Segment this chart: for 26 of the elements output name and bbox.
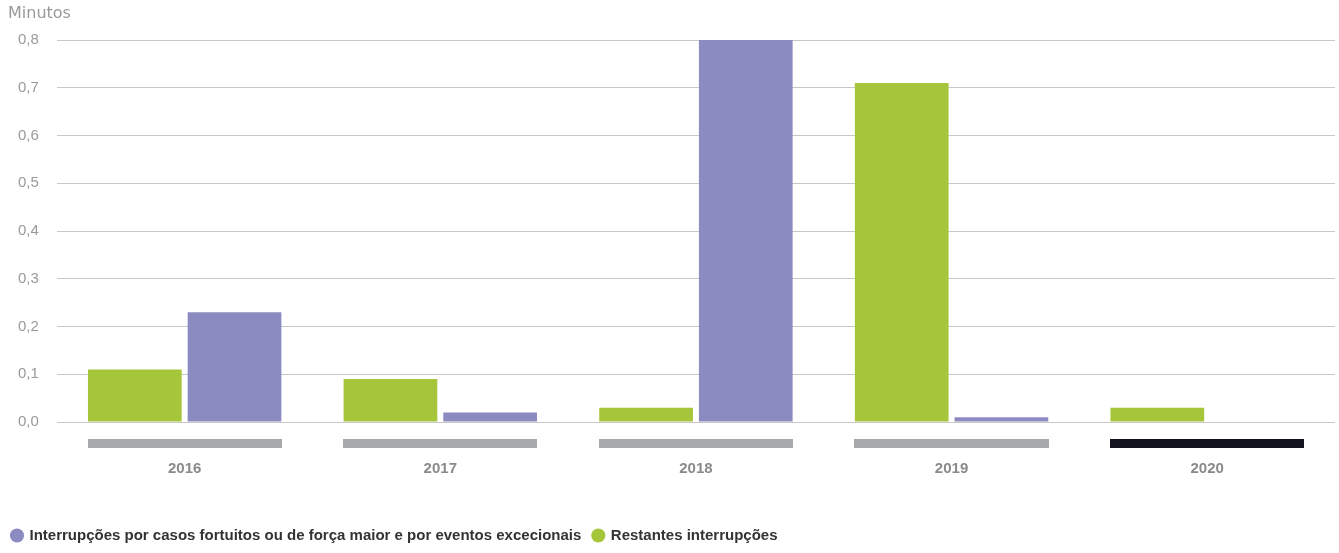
x-tick-label: 2016 (167, 459, 202, 477)
bar (187, 312, 282, 422)
y-tick-label: 0,7 (17, 77, 39, 95)
bar (954, 417, 1049, 422)
y-tick-label: 0,6 (17, 125, 39, 143)
x-tick-label: 2019 (934, 459, 969, 477)
legend-label: Interrupções por casos fortuitos ou de força maior e por eventos excecionais (29, 525, 582, 543)
y-tick-label: 0,5 (17, 173, 39, 191)
y-tick-label: 0,3 (17, 268, 39, 286)
x-tick-label: 2020 (1190, 459, 1224, 477)
x-tick-label: 2017 (423, 459, 457, 477)
y-tick-label: 0,8 (17, 30, 39, 48)
bar (443, 412, 537, 422)
y-tick-label: 0,4 (17, 221, 39, 239)
bar (854, 82, 949, 422)
legend-label: Restantes interrupções (610, 525, 778, 543)
bar (599, 407, 693, 422)
bar (87, 369, 182, 422)
x-tick-label: 2018 (679, 459, 713, 477)
y-tick-label: 0,2 (17, 316, 39, 334)
bar (698, 40, 793, 422)
y-axis-title: Minutos (8, 3, 71, 23)
y-tick-label: 0,0 (17, 412, 39, 430)
y-tick-label: 0,1 (17, 364, 39, 382)
bar (1110, 407, 1205, 422)
bar (343, 379, 438, 422)
